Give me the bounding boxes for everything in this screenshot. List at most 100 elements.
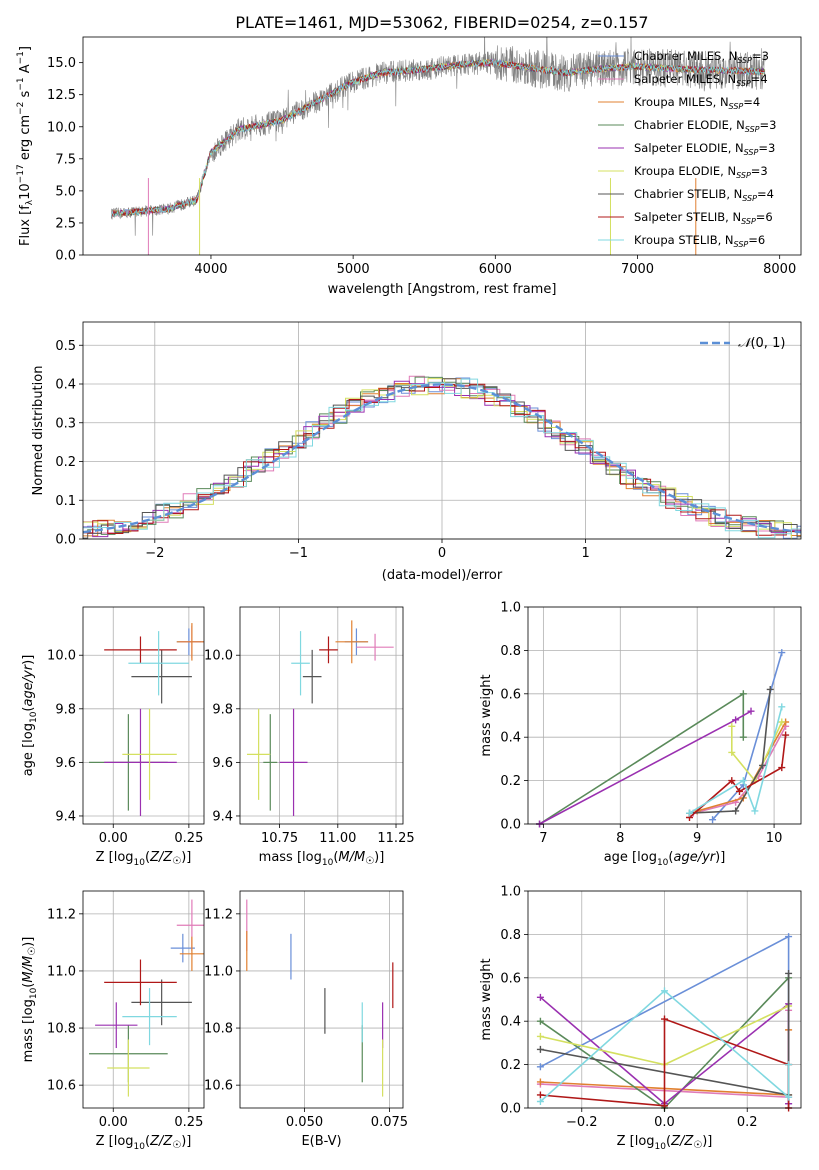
- mass-weight-vs-age-plot-area: [536, 649, 790, 828]
- weight-marker: [728, 777, 736, 785]
- errorbar-point: [170, 933, 195, 963]
- weight-line-chabrier-elodie: [539, 692, 745, 825]
- weight-line-chabrier-miles: [712, 652, 783, 821]
- y-axis-label: age [log10(age/yr)]: [21, 655, 39, 777]
- y-tick-label: 10.6: [47, 1079, 76, 1094]
- y-tick-label: 15.0: [47, 56, 76, 71]
- y-tick-label: 10.8: [47, 1022, 76, 1037]
- weight-line-salpeter-miles: [693, 726, 787, 814]
- weight-marker: [785, 933, 793, 941]
- weight-marker: [751, 807, 759, 815]
- x-tick-label: 2: [725, 546, 733, 561]
- y-axis-label-text: mass weight: [479, 958, 494, 1040]
- mass-vs-EBV-plot-area: [246, 899, 394, 1097]
- y-tick-label: 11.0: [204, 964, 233, 979]
- y-axis-label-text: mass weight: [479, 674, 494, 756]
- y-tick-label: 10.8: [204, 1022, 233, 1037]
- x-tick-label: 0: [438, 546, 446, 561]
- figure-title: PLATE=1461, MJD=53062, FIBERID=0254, z=0…: [235, 13, 648, 32]
- weight-marker: [766, 685, 774, 693]
- axes-frame: [82, 606, 205, 825]
- x-axis-label: E(B-V): [301, 1134, 341, 1149]
- residual-histogram-salpeter-elodie: [83, 380, 801, 538]
- weight-marker: [785, 1093, 793, 1101]
- y-tick-label: 0.6: [500, 687, 521, 702]
- weight-marker: [536, 1045, 544, 1053]
- chart-mass-vs-EBV: 0.050 0.075 10.6 10.8 11.0 11.2 E(B-V): [204, 890, 408, 1149]
- y-tick-label: 0.4: [500, 731, 521, 746]
- x-axis-label: Z [log10(Z/Z☉)]: [96, 1134, 192, 1152]
- weight-marker: [536, 1017, 544, 1025]
- weight-marker: [536, 1091, 544, 1099]
- x-axis-label: Z [log10(Z/Z☉)]: [96, 850, 192, 868]
- x-tick-label: 0.25: [174, 1115, 203, 1130]
- y-tick-label: 0.4: [55, 378, 76, 393]
- y-axis-label: Flux [fλ10−17 erg cm−2 s−1 A−1]: [16, 46, 35, 246]
- x-tick-label: 1: [581, 546, 589, 561]
- legend-entry: Salpeter MILES, NSSP=4: [634, 72, 768, 88]
- legend-entry: Kroupa MILES, NSSP=4: [634, 95, 760, 111]
- errorbar-point: [302, 649, 322, 704]
- age-vs-mass-plot-area: [246, 620, 394, 816]
- x-tick-label: 10: [766, 831, 783, 846]
- y-tick-label: 0.8: [500, 644, 521, 659]
- y-axis-label-text: Normed distribution: [31, 366, 46, 496]
- y-tick-label: 0.0: [500, 818, 521, 833]
- y-axis-label-text: mass [log10(M/M☉)]: [21, 937, 39, 1063]
- chart-age-vs-Z: 0.00 0.25 9.4 9.6 9.8 10.0 Z [log10(Z/Z☉)] age …: [21, 606, 205, 868]
- axes-frame: [82, 36, 802, 256]
- y-tick-label: 1.0: [500, 885, 521, 900]
- errorbar-point: [176, 623, 204, 661]
- errorbar-point: [246, 708, 271, 800]
- weight-marker: [728, 722, 736, 730]
- age-vs-Z-plot-area: [89, 623, 204, 816]
- y-tick-label: 0.3: [55, 416, 76, 431]
- weight-marker: [778, 764, 786, 772]
- y-axis-label: mass weight: [479, 674, 494, 756]
- x-tick-label: 0.0: [654, 1115, 675, 1130]
- errorbar-point: [122, 708, 177, 800]
- x-axis-label: wavelength [Angstrom, rest frame]: [328, 282, 557, 297]
- y-tick-label: 11.2: [47, 907, 76, 922]
- y-axis-label: mass [log10(M/M☉)]: [21, 937, 39, 1063]
- residual-histogram-chabrier-miles: [83, 377, 801, 539]
- errorbar-point: [104, 708, 177, 816]
- axes-frame: [239, 890, 404, 1109]
- y-tick-label: 12.5: [47, 88, 76, 103]
- x-tick-label: −1: [289, 546, 308, 561]
- x-tick-label: 4000: [194, 262, 227, 277]
- y-tick-label: 9.4: [212, 809, 233, 824]
- y-tick-label: 9.6: [212, 756, 233, 771]
- errorbar-point: [356, 633, 394, 661]
- y-tick-label: 0.4: [500, 1015, 521, 1030]
- weight-marker: [739, 733, 747, 741]
- chart-mass-weight-vs-Z: −0.2 0.0 0.2 0.0 0.2 0.4 0.6 0.8 1.0 Z [log10(Z/Z…: [479, 885, 802, 1152]
- x-tick-label: 8: [616, 831, 624, 846]
- y-tick-label: 0.2: [500, 774, 521, 789]
- y-tick-label: 9.8: [55, 702, 76, 717]
- y-tick-label: 10.0: [204, 649, 233, 664]
- y-tick-label: 11.2: [204, 907, 233, 922]
- legend-entry: 𝒩(0, 1): [738, 336, 785, 351]
- y-tick-label: 1.0: [500, 601, 521, 616]
- weight-marker: [728, 748, 736, 756]
- weight-marker: [732, 807, 740, 815]
- x-tick-label: 7000: [621, 262, 654, 277]
- x-axis-label: age [log10(age/yr)]: [604, 850, 726, 868]
- errorbar-point: [95, 1002, 138, 1049]
- errorbar-point: [122, 988, 177, 1046]
- legend-entry: Chabrier STELIB, NSSP=4: [634, 187, 774, 203]
- weight-marker: [536, 993, 544, 1001]
- chart-age-vs-mass: 10.75 11.00 11.25 9.4 9.6 9.8 10.0 mass [log10(…: [204, 606, 415, 868]
- spectrum-legend: Chabrier MILES, NSSP=3 Salpeter MILES, NS…: [598, 49, 776, 249]
- x-tick-label: 9: [693, 831, 701, 846]
- errorbar-point: [104, 636, 177, 664]
- y-tick-label: 9.8: [212, 702, 233, 717]
- weight-marker: [661, 987, 668, 995]
- x-tick-label: 11.00: [319, 831, 356, 846]
- y-tick-label: 2.5: [55, 216, 76, 231]
- errorbar-point: [131, 979, 192, 1026]
- legend-entry: Salpeter STELIB, NSSP=6: [634, 210, 773, 226]
- x-axis-label: (data-model)/error: [382, 568, 503, 583]
